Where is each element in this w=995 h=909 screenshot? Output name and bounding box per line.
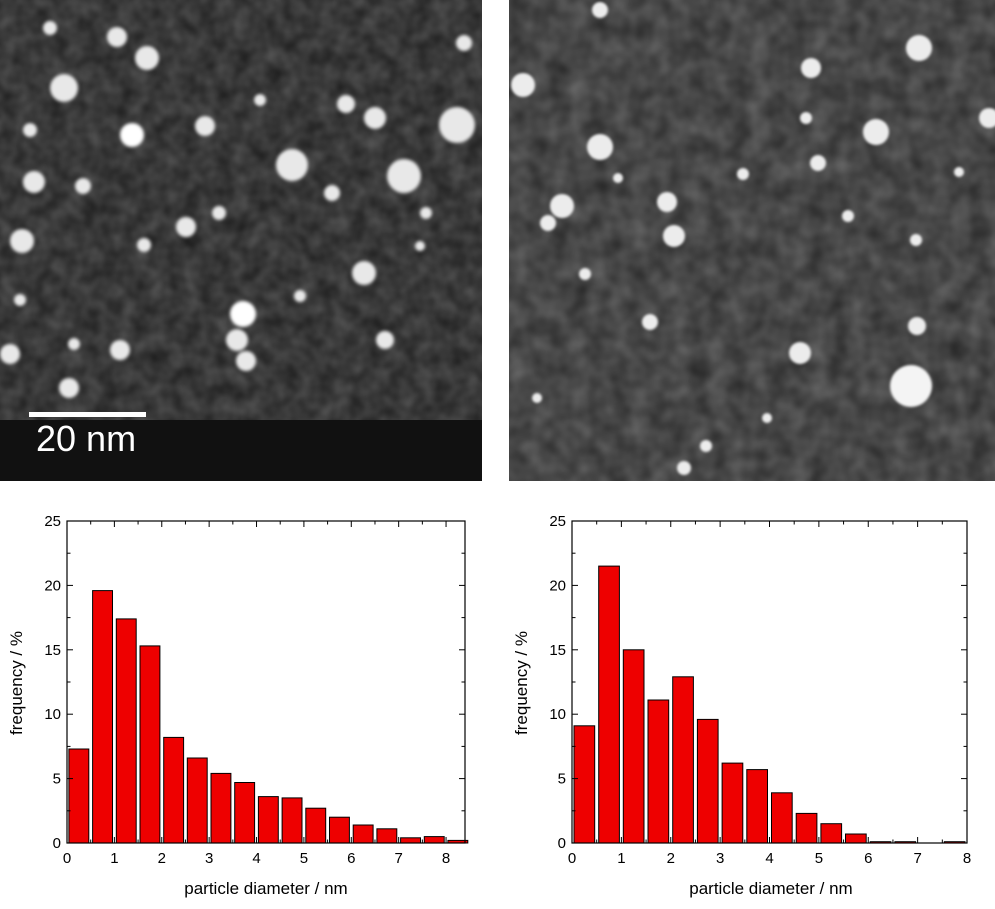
- y-tick-label: 0: [558, 835, 566, 852]
- x-tick-label: 7: [913, 850, 921, 867]
- histogram-bar: [598, 565, 620, 844]
- histogram-bar: [139, 645, 161, 844]
- histogram-left: frequency / % particle diameter / nm 0 1 2…: [0, 500, 470, 904]
- x-tick-label: 2: [158, 850, 166, 867]
- x-tick-label: 6: [347, 850, 355, 867]
- micrograph-left-particles: [0, 0, 482, 481]
- scale-bar-label: 20 nm: [36, 418, 137, 459]
- y-tick-label: 15: [549, 642, 566, 659]
- histogram-right: frequency / % particle diameter / nm 0 1 2…: [505, 500, 975, 904]
- histogram-bar: [186, 757, 208, 844]
- histogram-bar: [329, 816, 350, 844]
- histogram-bar: [115, 618, 137, 844]
- histogram-bar: [746, 769, 769, 844]
- x-axis-label: particle diameter / nm: [689, 879, 852, 898]
- x-tick-label: 5: [300, 850, 308, 867]
- histogram-bar: [771, 792, 793, 844]
- y-tick-label: 10: [549, 706, 566, 723]
- micrograph-left: 20 nm: [0, 0, 482, 481]
- histogram-bar: [845, 833, 867, 844]
- histogram-bar: [210, 772, 232, 844]
- micrograph-right-particles: [509, 0, 995, 481]
- x-tick-label: 1: [110, 850, 118, 867]
- histogram-bar: [400, 837, 422, 844]
- histogram-left-svg: frequency / % particle diameter / nm 0 1 2…: [7, 513, 469, 898]
- histogram-bar: [257, 796, 279, 844]
- x-tick-label: 3: [205, 850, 213, 867]
- histogram-bar: [92, 590, 113, 844]
- x-tick-label: 5: [815, 850, 823, 867]
- x-tick-label: 4: [252, 850, 260, 867]
- histogram-bar: [647, 699, 670, 844]
- histogram-bar: [820, 823, 843, 844]
- x-tick-label: 0: [568, 850, 576, 867]
- histogram-bar: [573, 725, 596, 844]
- y-tick-label: 0: [53, 835, 61, 852]
- histogram-bar: [163, 736, 185, 844]
- x-tick-label: 7: [394, 850, 402, 867]
- x-tick-label: 1: [617, 850, 625, 867]
- x-tick-label: 8: [442, 850, 450, 867]
- histogram-bar: [281, 797, 303, 844]
- y-tick-label: 5: [53, 771, 61, 788]
- histogram-bar: [423, 836, 445, 844]
- y-tick-label: 20: [44, 577, 61, 594]
- y-axis-label: frequency / %: [512, 631, 531, 735]
- histogram-bar: [795, 812, 818, 844]
- x-tick-label: 3: [716, 850, 724, 867]
- y-tick-label: 10: [44, 706, 61, 723]
- y-tick-label: 5: [558, 771, 566, 788]
- scale-bar: [29, 412, 146, 417]
- x-axis-label: particle diameter / nm: [184, 879, 347, 898]
- histogram-bar: [696, 718, 719, 844]
- histogram-bar: [721, 762, 744, 844]
- y-axis-label: frequency / %: [7, 631, 26, 735]
- histogram-right-svg: frequency / % particle diameter / nm 0 1 2…: [512, 513, 971, 898]
- histogram-bar: [622, 649, 645, 844]
- y-tick-label: 15: [44, 642, 61, 659]
- micrograph-right: [509, 0, 995, 481]
- histogram-bar: [305, 807, 327, 844]
- histogram-bar: [234, 782, 256, 844]
- histogram-bar: [376, 828, 398, 844]
- histogram-bar: [672, 676, 694, 844]
- x-tick-label: 2: [667, 850, 675, 867]
- x-tick-label: 0: [63, 850, 71, 867]
- y-tick-label: 25: [549, 513, 566, 530]
- x-tick-label: 4: [765, 850, 773, 867]
- histogram-bar: [68, 748, 90, 844]
- histogram-bar: [352, 824, 374, 844]
- x-tick-label: 6: [864, 850, 872, 867]
- y-tick-label: 25: [44, 513, 61, 530]
- y-tick-label: 20: [549, 577, 566, 594]
- x-tick-label: 8: [963, 850, 971, 867]
